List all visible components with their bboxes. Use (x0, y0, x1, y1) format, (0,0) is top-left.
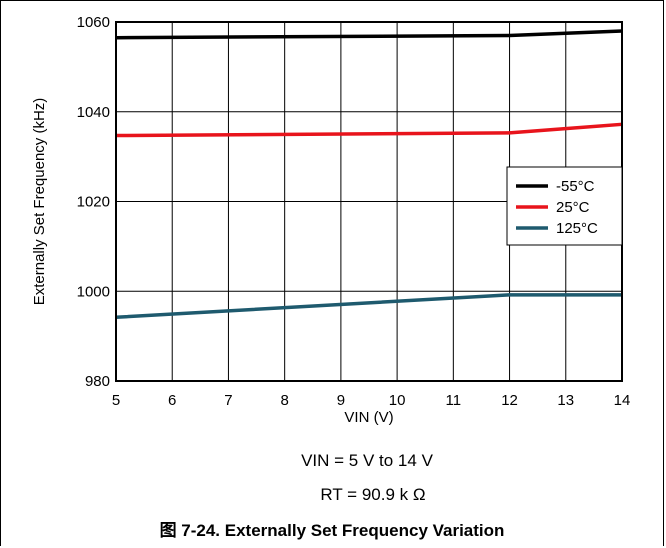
x-tick-labels: 5 6 7 8 9 10 11 12 13 14 (112, 392, 631, 409)
x-tick-label: 6 (168, 392, 176, 409)
series-lines (115, 29, 623, 320)
y-tick-label: 1040 (77, 104, 110, 121)
series-line (115, 29, 623, 40)
legend-label: -55°C (556, 178, 595, 195)
x-tick-label: 12 (501, 392, 518, 409)
x-tick-label: 8 (280, 392, 288, 409)
x-tick-label: 13 (557, 392, 574, 409)
legend-label: 125°C (556, 220, 598, 237)
x-axis-label: VIN (V) (344, 409, 393, 426)
y-tick-labels: 980 1000 1020 1040 1060 (77, 14, 110, 390)
y-tick-label: 980 (85, 373, 110, 390)
series-line (115, 122, 623, 138)
y-tick-label: 1060 (77, 14, 110, 31)
x-tick-label: 5 (112, 392, 120, 409)
condition-vin: VIN = 5 V to 14 V (301, 451, 433, 470)
legend: -55°C 25°C 125°C (506, 166, 623, 246)
series-line (115, 293, 622, 320)
x-tick-label: 11 (446, 392, 462, 409)
x-tick-label: 9 (337, 392, 345, 409)
figure-caption: 图 7-24. Externally Set Frequency Variati… (160, 521, 505, 540)
legend-label: 25°C (556, 199, 590, 216)
y-axis-label: Externally Set Frequency (kHz) (31, 98, 48, 306)
x-tick-label: 10 (389, 392, 406, 409)
condition-rt: RT = 90.9 k Ω (320, 485, 425, 504)
y-tick-label: 1020 (77, 194, 110, 211)
y-tick-label: 1000 (77, 283, 110, 300)
x-tick-label: 14 (614, 392, 631, 409)
x-tick-label: 7 (224, 392, 232, 409)
